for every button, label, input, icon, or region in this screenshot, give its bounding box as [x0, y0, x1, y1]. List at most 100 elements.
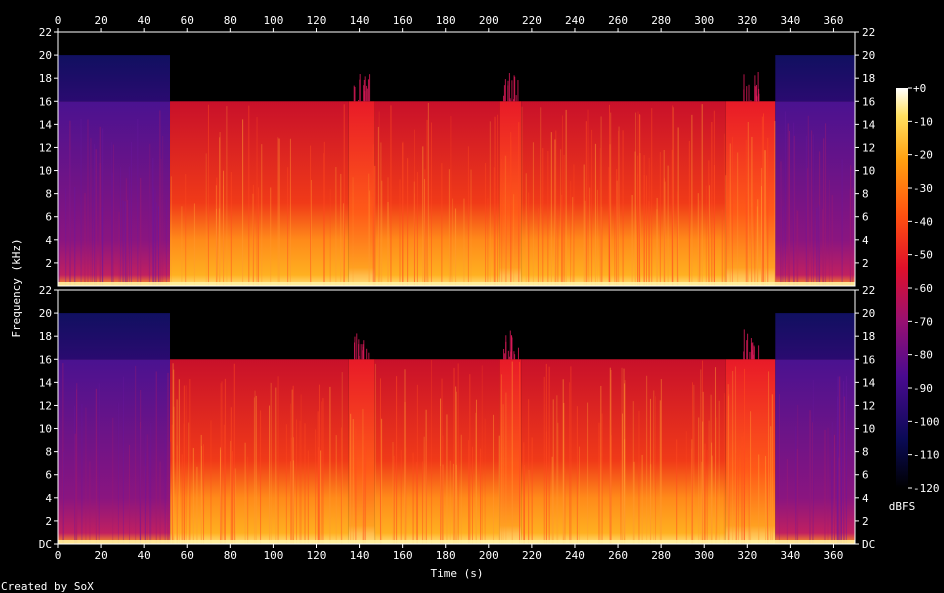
- spectral-streak: [589, 187, 591, 286]
- spectral-streak: [518, 122, 520, 287]
- footer-credit: Created by SoX: [1, 580, 94, 593]
- spectral-streak: [836, 396, 838, 544]
- spectral-streak: [764, 150, 766, 286]
- spectral-streak: [292, 385, 294, 544]
- colorbar-tick-label: -60: [913, 282, 933, 295]
- spectral-streak: [74, 187, 76, 286]
- spectral-streak: [323, 153, 325, 286]
- spectral-streak: [112, 144, 114, 286]
- y-tick-label: 12: [39, 141, 52, 154]
- spectral-streak: [691, 114, 693, 286]
- spectral-streak: [505, 155, 507, 286]
- spectral-streak: [155, 202, 157, 286]
- spectral-streak: [761, 116, 763, 286]
- spectral-peak: [747, 333, 749, 360]
- spectral-streak: [372, 191, 374, 286]
- spectral-streak: [831, 460, 833, 544]
- spectral-streak: [552, 399, 554, 544]
- spectral-streak: [704, 443, 706, 544]
- spectral-streak: [600, 116, 602, 286]
- spectral-streak: [743, 432, 745, 544]
- spectral-streak: [289, 138, 291, 286]
- spectral-streak: [58, 130, 60, 286]
- spectral-streak: [653, 390, 655, 544]
- spectral-streak: [664, 181, 666, 286]
- spectral-peak: [504, 79, 506, 102]
- x-tick-label: 220: [522, 14, 542, 27]
- spectral-streak: [825, 123, 827, 286]
- spectral-peak: [503, 348, 505, 360]
- spectral-peak: [517, 347, 519, 360]
- panel-frame: [57, 31, 856, 287]
- spectral-streak: [528, 192, 530, 286]
- spectral-streak: [505, 392, 507, 544]
- spectral-streak: [727, 384, 729, 544]
- spectral-streak: [224, 378, 226, 544]
- colorbar-tick-label: -80: [913, 349, 933, 362]
- spectral-peak: [757, 71, 759, 102]
- spectral-segment: [374, 359, 500, 544]
- spectral-streak: [578, 446, 580, 544]
- spectral-peak: [369, 74, 371, 102]
- y-tick-label: DC: [39, 538, 52, 551]
- spectral-streak: [270, 382, 272, 544]
- spectral-streak: [404, 402, 406, 544]
- spectral-streak: [751, 136, 753, 286]
- spectral-streak: [562, 379, 564, 544]
- spectral-streak: [617, 130, 619, 286]
- spectral-streak: [220, 449, 222, 544]
- spectral-peak: [367, 79, 369, 102]
- spectral-streak: [685, 431, 687, 544]
- spectral-streak: [430, 122, 432, 286]
- spectral-segment: [348, 359, 375, 544]
- y-tick-label: 4: [862, 234, 869, 247]
- x-tick-label: 80: [224, 14, 237, 27]
- spectral-streak: [176, 399, 178, 544]
- spectral-streak: [112, 417, 114, 544]
- spectral-streak: [300, 394, 302, 544]
- spectral-streak: [718, 400, 720, 544]
- spectral-streak: [723, 393, 725, 544]
- spectral-streak: [181, 206, 183, 286]
- spectral-streak: [471, 446, 473, 544]
- spectral-streak: [405, 447, 407, 544]
- spectral-streak: [111, 172, 113, 286]
- spectral-streak: [587, 109, 589, 286]
- spectral-streak: [616, 169, 618, 286]
- spectral-streak: [767, 439, 769, 544]
- spectral-streak: [659, 151, 661, 286]
- spectral-peak: [510, 351, 512, 360]
- spectral-streak: [531, 437, 533, 544]
- spectral-streak: [171, 424, 173, 544]
- spectral-streak: [230, 407, 232, 544]
- spectral-streak: [260, 410, 262, 544]
- x-tick-label: 200: [479, 549, 499, 562]
- spectral-streak: [121, 200, 123, 286]
- spectral-streak: [210, 420, 212, 544]
- spectral-streak: [691, 448, 693, 544]
- x-tick-label: 360: [824, 549, 844, 562]
- spectral-streak: [269, 405, 271, 544]
- x-tick-label: 160: [393, 14, 413, 27]
- spectral-streak: [632, 401, 634, 544]
- low-frequency-band: [58, 540, 855, 544]
- x-tick-label: 40: [138, 549, 151, 562]
- spectral-streak: [335, 166, 337, 286]
- spectral-streak: [672, 107, 674, 286]
- spectral-streak: [372, 144, 374, 286]
- spectral-streak: [721, 209, 723, 286]
- spectral-streak: [165, 199, 167, 286]
- spectral-streak: [230, 171, 232, 286]
- spectral-streak: [836, 416, 838, 544]
- spectral-streak: [157, 206, 159, 286]
- spectral-streak: [845, 376, 847, 544]
- x-tick-label: 100: [263, 14, 283, 27]
- spectral-peak: [517, 80, 519, 102]
- spectral-streak: [74, 405, 76, 544]
- spectral-streak: [95, 149, 97, 286]
- spectral-streak: [247, 456, 249, 544]
- spectral-peak: [514, 354, 516, 360]
- spectral-streak: [425, 440, 427, 544]
- y-tick-label: 20: [39, 307, 52, 320]
- spectral-streak: [219, 137, 221, 286]
